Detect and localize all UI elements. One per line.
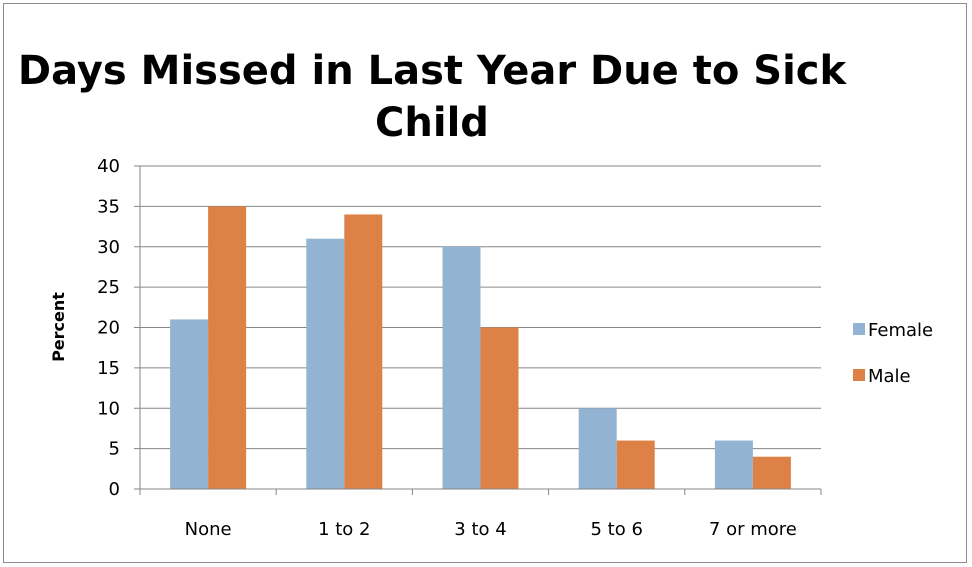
x-tick-label: None (185, 519, 232, 540)
bar-male-1 (344, 214, 383, 489)
x-tick-label: 3 to 4 (454, 519, 506, 540)
bar-female-0 (170, 319, 209, 489)
legend-swatch-male (853, 369, 865, 381)
bar-male-2 (480, 327, 519, 489)
legend-label-female: Female (868, 320, 933, 341)
y-tick-label: 40 (97, 156, 120, 177)
y-tick-label: 0 (109, 479, 120, 500)
bar-female-2 (442, 246, 481, 489)
bar-female-3 (578, 408, 617, 489)
y-axis-title: Percent (49, 292, 68, 362)
bar-female-1 (306, 238, 345, 489)
x-tick-label: 1 to 2 (318, 519, 370, 540)
legend: Female Male (853, 320, 933, 387)
bars (170, 206, 791, 489)
y-tick-label: 35 (97, 196, 120, 217)
y-tick-label: 5 (109, 439, 120, 460)
x-tick-label: 7 or more (709, 519, 797, 540)
y-tick-label: 10 (97, 398, 120, 419)
chart-title-line-1: Days Missed in Last Year Due to Sick (18, 48, 848, 94)
y-tick-label: 30 (97, 237, 120, 258)
bar-male-4 (752, 456, 791, 489)
legend-swatch-female (853, 323, 865, 335)
y-axis-ticks: 0 5 10 15 20 25 30 35 40 (97, 156, 140, 500)
y-tick-label: 20 (97, 318, 120, 339)
bar-female-4 (714, 440, 753, 489)
bar-male-3 (616, 440, 655, 489)
legend-label-male: Male (868, 366, 911, 387)
y-tick-label: 25 (97, 277, 120, 298)
chart-title: Days Missed in Last Year Due to Sick Chi… (18, 48, 848, 146)
x-axis-ticks: None 1 to 2 3 to 4 5 to 6 7 or more (139, 489, 822, 540)
y-tick-label: 15 (97, 358, 120, 379)
bar-male-0 (208, 206, 247, 489)
chart-title-line-2: Child (375, 100, 489, 146)
x-tick-label: 5 to 6 (590, 519, 642, 540)
